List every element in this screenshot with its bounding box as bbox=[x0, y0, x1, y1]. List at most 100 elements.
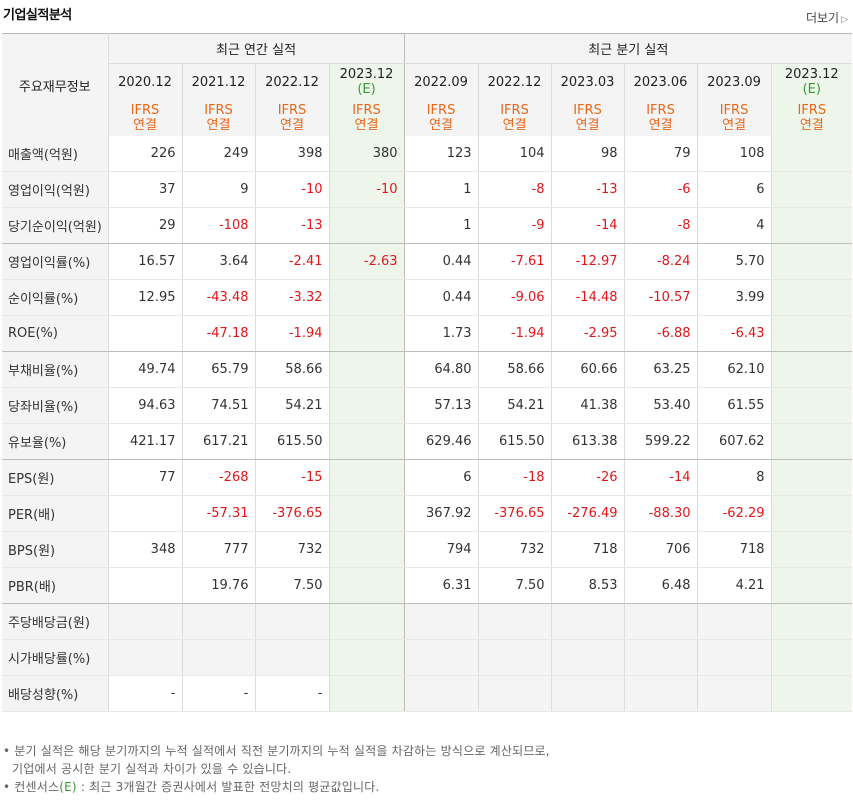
ifrs-badge: IFRS 연결 bbox=[328, 100, 405, 136]
table-row: 매출액(억원) 226 249 398 380 123 104 98 79 108 bbox=[2, 136, 853, 172]
ifrs-label: IFRS bbox=[352, 103, 381, 118]
value-cell: 706 bbox=[623, 531, 698, 568]
table-row: 순이익률(%) 12.95 -43.48 -3.32 0.44 -9.06 -14.48 -1… bbox=[2, 279, 853, 316]
period-header: 2023.06 bbox=[623, 63, 698, 100]
period-header: 2023.09 bbox=[696, 63, 772, 100]
value-cell: 60.66 bbox=[550, 351, 625, 388]
ifrs-label: IFRS bbox=[797, 103, 827, 118]
value-cell: 226 bbox=[107, 136, 182, 172]
consolidated-label: 연결 bbox=[133, 118, 157, 133]
value-cell: 348 bbox=[107, 531, 182, 568]
value-cell bbox=[770, 387, 853, 424]
consolidated-label: 연결 bbox=[648, 118, 673, 133]
ifrs-label: IFRS bbox=[500, 103, 529, 118]
value-cell: 53.40 bbox=[623, 387, 698, 424]
value-cell: 37 bbox=[107, 171, 182, 208]
value-cell: 613.38 bbox=[550, 423, 625, 460]
ifrs-label: IFRS bbox=[277, 103, 307, 118]
value-cell: 49.74 bbox=[107, 351, 182, 388]
value-cell: -1.94 bbox=[477, 315, 552, 352]
value-cell bbox=[770, 207, 853, 244]
value-cell bbox=[770, 675, 853, 712]
consolidated-label: 연결 bbox=[575, 118, 600, 133]
value-cell: -108 bbox=[181, 207, 255, 244]
value-cell: - bbox=[254, 675, 329, 712]
value-cell: 3.99 bbox=[696, 279, 772, 316]
row-label: 주당배당금(원) bbox=[2, 603, 109, 640]
more-link[interactable]: 더보기 ▷ bbox=[806, 9, 848, 26]
value-cell: -10.57 bbox=[623, 279, 698, 316]
table-row: 시가배당률(%) bbox=[2, 639, 853, 676]
value-cell bbox=[770, 639, 853, 676]
value-cell: 7.50 bbox=[477, 567, 552, 604]
table-row: 부채비율(%) 49.74 65.79 58.66 64.80 58.66 60.66 63.… bbox=[2, 351, 853, 388]
value-cell: 65.79 bbox=[181, 351, 255, 388]
value-cell bbox=[403, 675, 479, 712]
footnote-1-text: 분기 실적은 해당 분기까지의 누적 실적에서 직전 분기까지의 누적 실적을 … bbox=[14, 744, 550, 758]
more-label: 더보기 bbox=[805, 11, 840, 25]
value-cell: 6 bbox=[696, 171, 772, 208]
value-cell: -62.29 bbox=[696, 495, 772, 532]
period-label: 2023.03 bbox=[560, 74, 615, 90]
value-cell: 57.13 bbox=[403, 387, 479, 424]
ifrs-label: IFRS bbox=[426, 103, 456, 118]
value-cell: -15 bbox=[254, 459, 329, 496]
value-cell bbox=[328, 531, 405, 568]
value-cell: 615.50 bbox=[254, 423, 329, 460]
value-cell bbox=[696, 639, 772, 676]
table-row: 영업이익(억원) 37 9 -10 -10 1 -8 -13 -6 6 bbox=[2, 171, 853, 208]
ifrs-badge: IFRS 연결 bbox=[107, 100, 182, 136]
value-cell: 6.31 bbox=[403, 567, 479, 604]
row-label: 배당성향(%) bbox=[2, 675, 109, 712]
period-label: 2023.12 bbox=[784, 67, 839, 82]
consolidated-label: 연결 bbox=[799, 118, 824, 133]
value-cell bbox=[328, 387, 405, 424]
value-cell: 64.80 bbox=[403, 351, 479, 388]
row-label: EPS(원) bbox=[2, 459, 109, 496]
value-cell: -3.32 bbox=[254, 279, 329, 316]
value-cell: 12.95 bbox=[107, 279, 182, 316]
value-cell: -57.31 bbox=[181, 495, 255, 532]
value-cell: 3.64 bbox=[181, 243, 255, 280]
consolidated-label: 연결 bbox=[502, 118, 527, 133]
value-cell bbox=[328, 639, 405, 676]
value-cell: 58.66 bbox=[254, 351, 329, 388]
table-row: ROE(%) -47.18 -1.94 1.73 -1.94 -2.95 -6.88 -6.4… bbox=[2, 315, 853, 352]
value-cell bbox=[550, 675, 625, 712]
footnote-2-pre: 컨센서스 bbox=[14, 780, 60, 794]
value-cell bbox=[181, 639, 255, 676]
value-cell: 63.25 bbox=[623, 351, 698, 388]
period-header: 2022.12 bbox=[254, 63, 329, 100]
value-cell: 54.21 bbox=[254, 387, 329, 424]
row-label: 영업이익(억원) bbox=[2, 171, 109, 208]
table-row: 배당성향(%) - - - bbox=[2, 675, 853, 712]
value-cell: -14 bbox=[623, 459, 698, 496]
corner-label: 주요재무정보 bbox=[2, 33, 109, 136]
value-cell: 29 bbox=[107, 207, 182, 244]
chevron-right-icon: ▷ bbox=[841, 15, 848, 25]
value-cell bbox=[181, 603, 255, 640]
value-cell bbox=[623, 675, 698, 712]
value-cell: -7.61 bbox=[477, 243, 552, 280]
value-cell: 58.66 bbox=[477, 351, 552, 388]
annual-group-header: 최근 연간 실적 bbox=[108, 33, 405, 64]
value-cell bbox=[328, 315, 405, 352]
value-cell bbox=[770, 171, 853, 208]
value-cell: 599.22 bbox=[623, 423, 698, 460]
value-cell: 6 bbox=[403, 459, 479, 496]
value-cell: 367.92 bbox=[403, 495, 479, 532]
period-label: 2021.12 bbox=[191, 74, 246, 90]
period-label: 2023.06 bbox=[633, 74, 688, 90]
value-cell: 0.44 bbox=[403, 243, 479, 280]
period-header: 2023.03 bbox=[550, 63, 625, 100]
value-cell: -18 bbox=[477, 459, 552, 496]
period-label: 2022.12 bbox=[265, 74, 319, 90]
value-cell: 5.70 bbox=[696, 243, 772, 280]
value-cell bbox=[550, 603, 625, 640]
quarter-group-header: 최근 분기 실적 bbox=[403, 33, 853, 64]
ifrs-label: IFRS bbox=[646, 103, 675, 118]
value-cell: 398 bbox=[254, 136, 329, 172]
value-cell: -6.88 bbox=[623, 315, 698, 352]
value-cell: 380 bbox=[328, 136, 405, 172]
value-cell: 62.10 bbox=[696, 351, 772, 388]
